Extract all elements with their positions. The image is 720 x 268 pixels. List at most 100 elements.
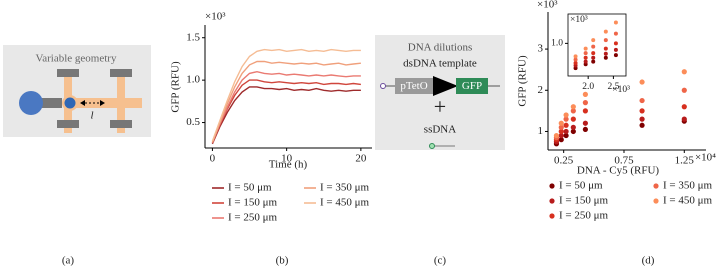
series-line <box>211 70 361 144</box>
template-label: dsDNA template <box>403 58 477 70</box>
electrode <box>57 120 79 128</box>
point <box>591 38 596 43</box>
point <box>570 108 576 114</box>
point <box>613 31 618 36</box>
panel-label: (c) <box>434 255 447 267</box>
point <box>582 126 588 133</box>
x-tick-label: 0.75 <box>614 155 634 167</box>
promoter-arrow <box>433 76 458 96</box>
x-multiplier: ×10⁴ <box>695 152 716 164</box>
y-tick-label: 3 <box>538 43 544 55</box>
y-axis-label: GFP (RFU) <box>517 55 529 107</box>
point <box>639 97 645 104</box>
legend-label: I = 50 μm <box>559 180 603 192</box>
x-tick-label: 2.5 <box>607 82 619 92</box>
panel-c-diagram: DNA dilutions dsDNA template pTetO GFP +… <box>375 35 505 150</box>
point <box>558 132 564 139</box>
point <box>603 51 608 56</box>
legend-swatch <box>549 213 555 219</box>
point <box>583 59 588 64</box>
x-tick-label: 0 <box>210 153 216 165</box>
strand-end <box>380 83 386 89</box>
point <box>639 108 645 114</box>
gene-label: GFP <box>462 80 482 92</box>
legend-label: I = 450 μm <box>320 197 370 209</box>
panel-a-diagram: Variable geometry l <box>3 45 151 137</box>
point <box>582 120 588 126</box>
point <box>573 60 578 65</box>
gene-box <box>456 78 488 94</box>
promoter-box <box>395 78 433 94</box>
series-line <box>211 86 361 145</box>
x-tick-label: 2.0 <box>582 82 594 92</box>
connector <box>40 98 62 108</box>
y-tick-label: 1.0 <box>186 74 200 86</box>
point <box>613 53 618 58</box>
point <box>583 46 588 51</box>
electrode <box>110 120 132 128</box>
point <box>583 55 588 60</box>
electrode <box>110 69 132 77</box>
diagram-title: DNA dilutions <box>408 42 472 54</box>
x-tick-label: 0.25 <box>554 155 574 167</box>
y-tick-label: 2 <box>538 84 544 96</box>
node <box>64 97 76 109</box>
point <box>603 46 608 51</box>
x-multiplier: ×10³ <box>612 85 630 95</box>
x-tick-label: 10 <box>281 153 293 165</box>
x-axis-label: DNA - Cy5 (RFU) <box>577 165 660 177</box>
panel-label: (b) <box>276 255 289 267</box>
point <box>591 59 596 64</box>
point <box>603 55 608 60</box>
point <box>563 116 569 122</box>
panel-label: (d) <box>642 255 655 267</box>
point <box>591 51 596 56</box>
x-tick-label: 1.25 <box>675 155 695 167</box>
point <box>583 51 588 56</box>
electrode <box>57 69 79 77</box>
y-axis-label: GFP (RFU) <box>170 61 182 113</box>
point <box>591 55 596 60</box>
legend-swatch <box>653 183 659 189</box>
point <box>582 108 588 114</box>
y-tick-label: 1.0 <box>551 39 563 49</box>
point <box>563 132 569 139</box>
legend-swatch <box>549 198 555 204</box>
y-tick-label: 1 <box>538 125 544 137</box>
strand-end <box>429 143 435 149</box>
point <box>613 20 618 25</box>
arrow-head <box>100 100 105 106</box>
legend-label: I = 450 μm <box>663 195 713 207</box>
x-tick-label: 20 <box>355 153 367 165</box>
point <box>558 128 564 135</box>
point <box>603 29 608 34</box>
y-multiplier: ×10³ <box>570 15 588 25</box>
point <box>570 116 576 122</box>
point <box>573 57 578 62</box>
y-tick-label: 0.5 <box>186 116 200 128</box>
point <box>582 91 588 97</box>
point <box>573 54 578 59</box>
point <box>563 128 569 135</box>
point <box>681 69 687 75</box>
point <box>603 38 608 43</box>
panel-label: (a) <box>62 255 75 267</box>
legend-swatch <box>653 198 659 204</box>
y-multiplier: ×10³ <box>537 0 558 11</box>
legend-label: I = 350 μm <box>320 182 370 194</box>
point <box>613 47 618 52</box>
point <box>570 124 576 130</box>
ssdna-label: ssDNA <box>424 124 456 136</box>
legend-swatch <box>549 183 555 189</box>
promoter-label: pTetO <box>400 80 427 92</box>
reservoir <box>19 91 43 115</box>
point <box>558 124 564 130</box>
legend-label: I = 250 μm <box>559 210 609 222</box>
point <box>558 120 564 126</box>
point <box>613 41 618 46</box>
point <box>563 122 569 128</box>
length-symbol: l <box>90 110 93 122</box>
x-axis-label: Time (h) <box>269 159 308 171</box>
series-line <box>211 60 361 143</box>
